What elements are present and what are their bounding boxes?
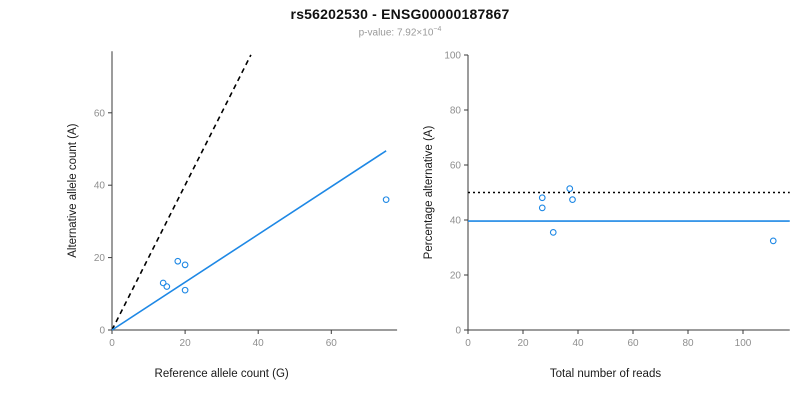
data-point (159, 279, 167, 287)
y-tick-label: 100 (444, 51, 461, 62)
data-point (538, 194, 546, 202)
y-tick-label: 60 (450, 161, 462, 172)
y-tick-label: 0 (99, 326, 105, 337)
percentage-plot: 0 20 40 60 80 100 0 20 40 60 80 100 Total number of … (423, 51, 790, 380)
y-tick-label: 20 (450, 271, 462, 282)
y-tick-label: 40 (94, 181, 106, 192)
data-point (181, 261, 189, 269)
data-point (174, 257, 182, 265)
x-axis-title: Total number of reads (550, 368, 661, 380)
y-tick-label: 0 (455, 326, 461, 337)
page-title: rs56202530 - ENSG00000187867 (290, 6, 510, 22)
x-tick-label: 40 (253, 338, 265, 349)
pvalue-exponent: −4 (433, 26, 442, 33)
data-point (163, 283, 171, 290)
data-point (538, 204, 546, 212)
data-point (566, 185, 574, 192)
data-point (382, 196, 390, 204)
x-tick-label: 60 (627, 338, 639, 349)
fit-line (111, 150, 387, 331)
expected-dashed-line (111, 54, 252, 331)
data-point (769, 237, 777, 245)
pvalue-text: p-value: 7.92×10 (358, 27, 434, 39)
y-tick-label: 60 (94, 108, 106, 119)
x-tick-label: 0 (109, 338, 115, 349)
y-axis-title: Alternative allele count (A) (67, 123, 79, 257)
y-tick-label: 80 (450, 106, 462, 117)
x-tick-label: 40 (572, 338, 584, 349)
y-tick-label: 40 (450, 216, 462, 227)
data-point (181, 286, 189, 294)
x-tick-label: 0 (465, 338, 471, 349)
x-axis-title: Reference allele count (G) (155, 368, 289, 380)
x-tick-label: 100 (735, 338, 752, 349)
y-tick-label: 20 (94, 253, 106, 264)
data-point (569, 196, 576, 203)
x-tick-label: 80 (682, 338, 694, 349)
allele-counts-plot: 0 20 40 60 0 20 40 60 Reference allele count (G)… (67, 51, 398, 380)
x-tick-label: 20 (180, 338, 192, 349)
y-axis-title: Percentage alternative (A) (423, 126, 435, 260)
chart-header: rs56202530 - ENSG00000187867 p-value: 7.… (0, 6, 800, 38)
pvalue-subtitle: p-value: 7.92×10−4 (0, 26, 800, 38)
data-point (549, 229, 557, 236)
x-tick-label: 60 (326, 338, 338, 349)
x-tick-label: 20 (517, 338, 529, 349)
